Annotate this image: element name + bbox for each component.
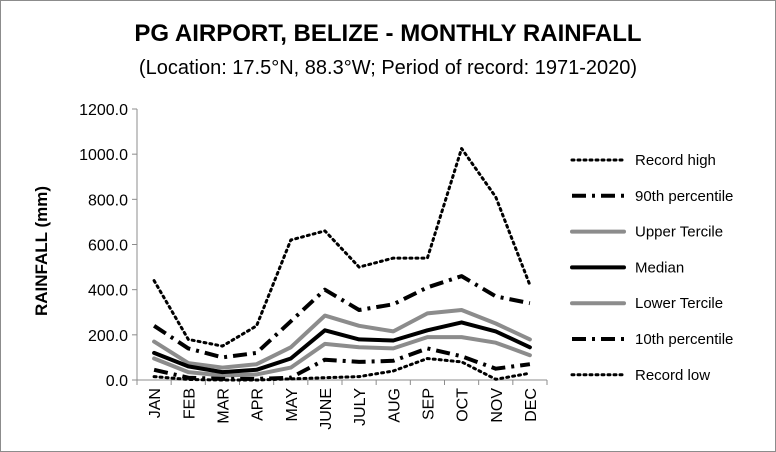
series-line-10th-percentile [153,346,531,381]
y-tick-label: 600.0 [88,238,128,255]
y-axis-title: RAINFALL (mm) [32,186,51,316]
y-tick-label: 200.0 [88,328,128,345]
x-tick-label: AUG [386,388,403,423]
legend-label-10th-percentile: 10th percentile [635,331,733,348]
series-layer [152,147,532,382]
y-tick-label: 800.0 [88,192,128,209]
x-tick-label: FEB [181,388,198,419]
x-tick-label: JUNE [318,388,335,430]
legend-label-record-high: Record high [635,152,716,169]
series-line-median [152,320,532,375]
x-tick-label: SEP [420,388,437,420]
legend-label-lower-tercile: Lower Tercile [635,295,723,312]
x-tick-label: NOV [489,388,506,423]
y-tick-label: 1200.0 [79,102,128,119]
x-tick-label: DEC [523,388,540,422]
x-tick-label: MAR [215,388,232,424]
x-axis: JAN FEB MAR APR MAY JUNE JULY AUG SEP OCT NOV DEC [136,379,548,430]
series-line-90th-percentile [152,274,531,360]
y-axis: 0.0 200.0 400.0 600.0 800.0 1000.0 1200.0 [79,102,138,390]
legend-label-record-low: Record low [635,367,710,384]
legend: Record high 90th percentile Upper Tercile M… [570,152,733,384]
x-tick-label: APR [250,388,267,421]
legend-label-90th-percentile: 90th percentile [635,188,733,205]
y-tick-label: 1000.0 [79,147,128,164]
x-tick-label: JAN [147,388,164,418]
series-line-lower-tercile [152,335,532,378]
chart-title: PG AIRPORT, BELIZE - MONTHLY RAINFALL [134,20,642,47]
legend-label-median: Median [635,259,684,276]
x-tick-label: JULY [352,388,369,426]
series-line-upper-tercile [152,308,532,370]
series-line-record-high [152,147,532,348]
x-tick-label: MAY [284,388,301,422]
y-tick-label: 0.0 [106,373,128,390]
legend-label-upper-tercile: Upper Tercile [635,224,723,241]
y-tick-label: 400.0 [88,283,128,300]
chart-subtitle: (Location: 17.5°N, 88.3°W; Period of rec… [138,57,638,79]
x-tick-label: OCT [455,388,472,422]
